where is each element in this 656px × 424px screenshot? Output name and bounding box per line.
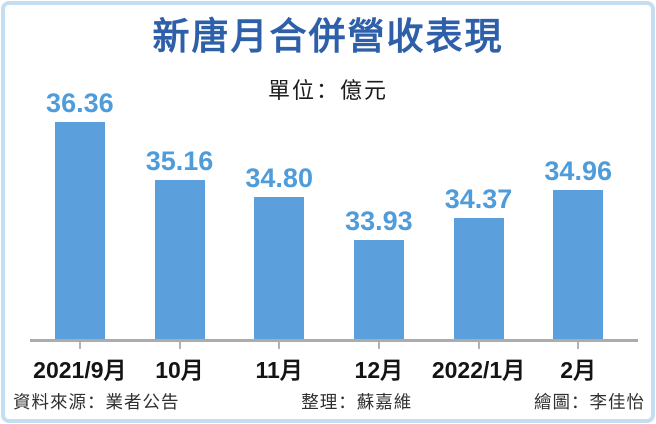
tick-mark	[577, 342, 580, 349]
bar-value-label: 36.36	[46, 88, 114, 118]
x-axis-label: 11月	[255, 357, 303, 383]
x-axis-label: 10月	[155, 357, 204, 383]
tick-cell	[229, 342, 329, 349]
x-axis-label: 2月	[560, 357, 597, 383]
tick-mark	[178, 342, 181, 349]
unit-label: 單位：億元	[267, 78, 388, 103]
x-axis-labels: 2021/9月 10月 11月 12月 2022/1月 2月	[30, 351, 628, 385]
bar-group: 35.16	[130, 146, 230, 339]
bar	[54, 122, 105, 339]
tick-cell	[130, 342, 230, 349]
bar-value-label: 35.16	[145, 146, 214, 176]
bar-group: 34.96	[528, 156, 628, 339]
tick-mark	[377, 342, 380, 349]
tick-cell	[329, 342, 429, 349]
x-axis-label: 2021/9月	[33, 357, 127, 383]
bars-area: 36.36 35.16 34.80 33.93 34.37 34.96	[30, 0, 628, 339]
chart-title: 新唐月合併營收表現	[152, 16, 504, 57]
tick-mark	[78, 342, 81, 349]
bar-group: 34.37	[429, 184, 529, 339]
bar-group: 33.93	[329, 206, 429, 339]
bar	[154, 180, 205, 339]
tick-cell	[30, 342, 130, 349]
bar-value-label: 34.80	[245, 163, 313, 193]
bar	[353, 240, 404, 339]
x-axis-line	[30, 339, 638, 342]
editor-credit: 整理：蘇嘉維	[301, 392, 413, 412]
bar	[254, 197, 305, 339]
tick-cell	[528, 342, 628, 349]
footer-credits: 資料來源：業者公告 整理：蘇嘉維 繪圖：李佳怡	[13, 389, 645, 414]
bar	[453, 218, 504, 339]
bar-group: 34.80	[229, 163, 329, 339]
x-axis-label: 2022/1月	[431, 357, 526, 383]
bar-value-label: 34.37	[444, 184, 513, 214]
tick-mark	[477, 342, 480, 349]
bar	[553, 190, 604, 339]
x-axis-ticks	[30, 342, 628, 349]
bar-value-label: 34.96	[544, 156, 612, 186]
tick-cell	[429, 342, 529, 349]
tick-mark	[278, 342, 281, 349]
x-axis-label: 12月	[354, 357, 404, 383]
illustrator-credit: 繪圖：李佳怡	[534, 392, 645, 412]
source-credit: 資料來源：業者公告	[13, 392, 180, 412]
bar-value-label: 33.93	[345, 206, 413, 236]
bar-group: 36.36	[30, 88, 130, 339]
